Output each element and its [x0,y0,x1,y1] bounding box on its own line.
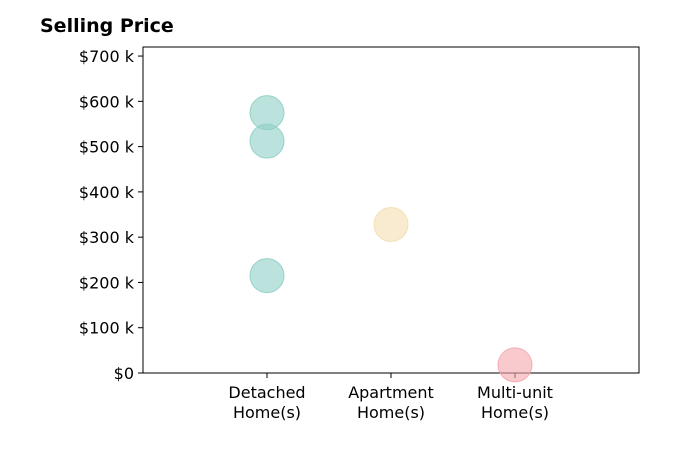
data-point [249,123,285,159]
y-tick-label: $400 k [79,183,135,202]
y-tick-label: $200 k [79,273,135,292]
y-tick-label: $100 k [79,319,135,338]
data-point [249,258,285,294]
data-point [373,206,409,242]
x-tick-label: Apartment Home(s) [348,383,434,422]
data-point [497,347,533,383]
y-tick-label: $600 k [79,92,135,111]
chart-title: Selling Price [40,15,174,37]
y-tick-label: $0 [114,364,134,383]
x-tick-label: Multi-unit Home(s) [477,383,553,422]
y-tick-label: $700 k [79,47,135,66]
y-tick-label: $300 k [79,228,135,247]
y-tick-label: $500 k [79,138,135,157]
x-tick-label: Detached Home(s) [228,383,305,422]
